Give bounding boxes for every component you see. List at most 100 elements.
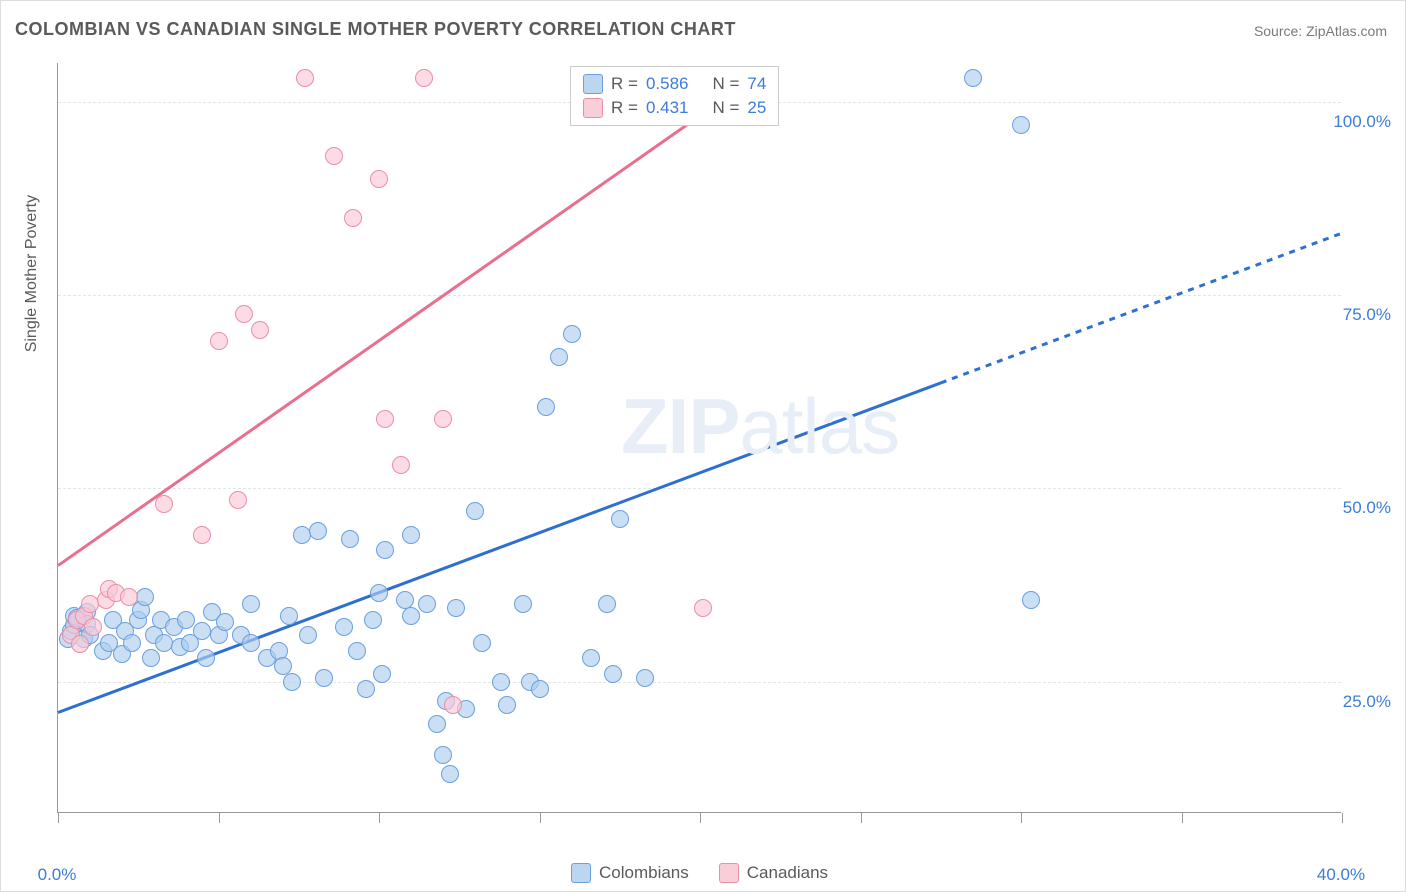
x-tick-mark [1182, 813, 1183, 823]
scatter-point [514, 595, 532, 613]
scatter-point [402, 607, 420, 625]
scatter-point [447, 599, 465, 617]
x-tick-label: 0.0% [38, 865, 77, 885]
scatter-point [357, 680, 375, 698]
scatter-point [71, 635, 89, 653]
regression-line-solid [58, 71, 764, 566]
scatter-point [193, 622, 211, 640]
scatter-point [550, 348, 568, 366]
scatter-point [376, 410, 394, 428]
x-tick-mark [540, 813, 541, 823]
scatter-point [242, 595, 260, 613]
r-value: 0.431 [646, 98, 689, 118]
scatter-point [280, 607, 298, 625]
n-label: N = [712, 74, 739, 94]
n-value: 74 [747, 74, 766, 94]
y-tick-label: 75.0% [1343, 305, 1391, 325]
r-label: R = [611, 74, 638, 94]
scatter-point [434, 746, 452, 764]
chart-title: COLOMBIAN VS CANADIAN SINGLE MOTHER POVE… [15, 19, 736, 40]
scatter-point [299, 626, 317, 644]
scatter-point [466, 502, 484, 520]
y-tick-label: 25.0% [1343, 692, 1391, 712]
scatter-point [441, 765, 459, 783]
scatter-point [123, 634, 141, 652]
scatter-point [598, 595, 616, 613]
scatter-point [418, 595, 436, 613]
scatter-point [531, 680, 549, 698]
scatter-point [370, 170, 388, 188]
scatter-point [376, 541, 394, 559]
scatter-point [344, 209, 362, 227]
scatter-point [694, 599, 712, 617]
swatch-icon [571, 863, 591, 883]
regression-line-solid [58, 383, 941, 713]
scatter-point [563, 325, 581, 343]
scatter-point [235, 305, 253, 323]
stats-row: R = 0.586 N = 74 [583, 72, 766, 96]
scatter-point [370, 584, 388, 602]
swatch-icon [719, 863, 739, 883]
x-tick-mark [700, 813, 701, 823]
scatter-point [251, 321, 269, 339]
scatter-point [120, 588, 138, 606]
scatter-point [296, 69, 314, 87]
scatter-point [348, 642, 366, 660]
x-tick-mark [1342, 813, 1343, 823]
r-label: R = [611, 98, 638, 118]
x-tick-label: 40.0% [1317, 865, 1365, 885]
regression-line-dash [941, 233, 1342, 383]
scatter-point [364, 611, 382, 629]
y-tick-label: 100.0% [1333, 112, 1391, 132]
scatter-point [335, 618, 353, 636]
stats-row: R = 0.431 N = 25 [583, 96, 766, 120]
scatter-point [193, 526, 211, 544]
scatter-point [428, 715, 446, 733]
stats-box: R = 0.586 N = 74 R = 0.431 N = 25 [570, 66, 779, 126]
scatter-point [444, 696, 462, 714]
scatter-point [415, 69, 433, 87]
x-tick-mark [1021, 813, 1022, 823]
scatter-point [309, 522, 327, 540]
scatter-point [142, 649, 160, 667]
scatter-point [636, 669, 654, 687]
scatter-point [402, 526, 420, 544]
legend-label: Colombians [599, 863, 689, 883]
scatter-point [283, 673, 301, 691]
r-value: 0.586 [646, 74, 689, 94]
scatter-point [434, 410, 452, 428]
swatch-icon [583, 98, 603, 118]
scatter-point [582, 649, 600, 667]
scatter-point [611, 510, 629, 528]
scatter-point [341, 530, 359, 548]
scatter-point [177, 611, 195, 629]
legend-item: Canadians [719, 863, 828, 883]
swatch-icon [583, 74, 603, 94]
chart-container: COLOMBIAN VS CANADIAN SINGLE MOTHER POVE… [0, 0, 1406, 892]
scatter-point [604, 665, 622, 683]
n-value: 25 [747, 98, 766, 118]
scatter-point [216, 613, 234, 631]
y-axis-label: Single Mother Poverty [23, 195, 41, 352]
scatter-point [473, 634, 491, 652]
scatter-point [84, 618, 102, 636]
scatter-point [155, 495, 173, 513]
x-tick-mark [219, 813, 220, 823]
scatter-point [210, 332, 228, 350]
legend-bottom: Colombians Canadians [571, 863, 828, 883]
scatter-point [242, 634, 260, 652]
scatter-point [964, 69, 982, 87]
legend-item: Colombians [571, 863, 689, 883]
regression-lines [58, 63, 1341, 812]
scatter-point [229, 491, 247, 509]
scatter-point [373, 665, 391, 683]
scatter-point [197, 649, 215, 667]
scatter-point [136, 588, 154, 606]
scatter-point [498, 696, 516, 714]
scatter-point [492, 673, 510, 691]
scatter-point [537, 398, 555, 416]
scatter-point [155, 634, 173, 652]
x-tick-mark [379, 813, 380, 823]
plot-area [57, 63, 1341, 813]
y-tick-label: 50.0% [1343, 498, 1391, 518]
